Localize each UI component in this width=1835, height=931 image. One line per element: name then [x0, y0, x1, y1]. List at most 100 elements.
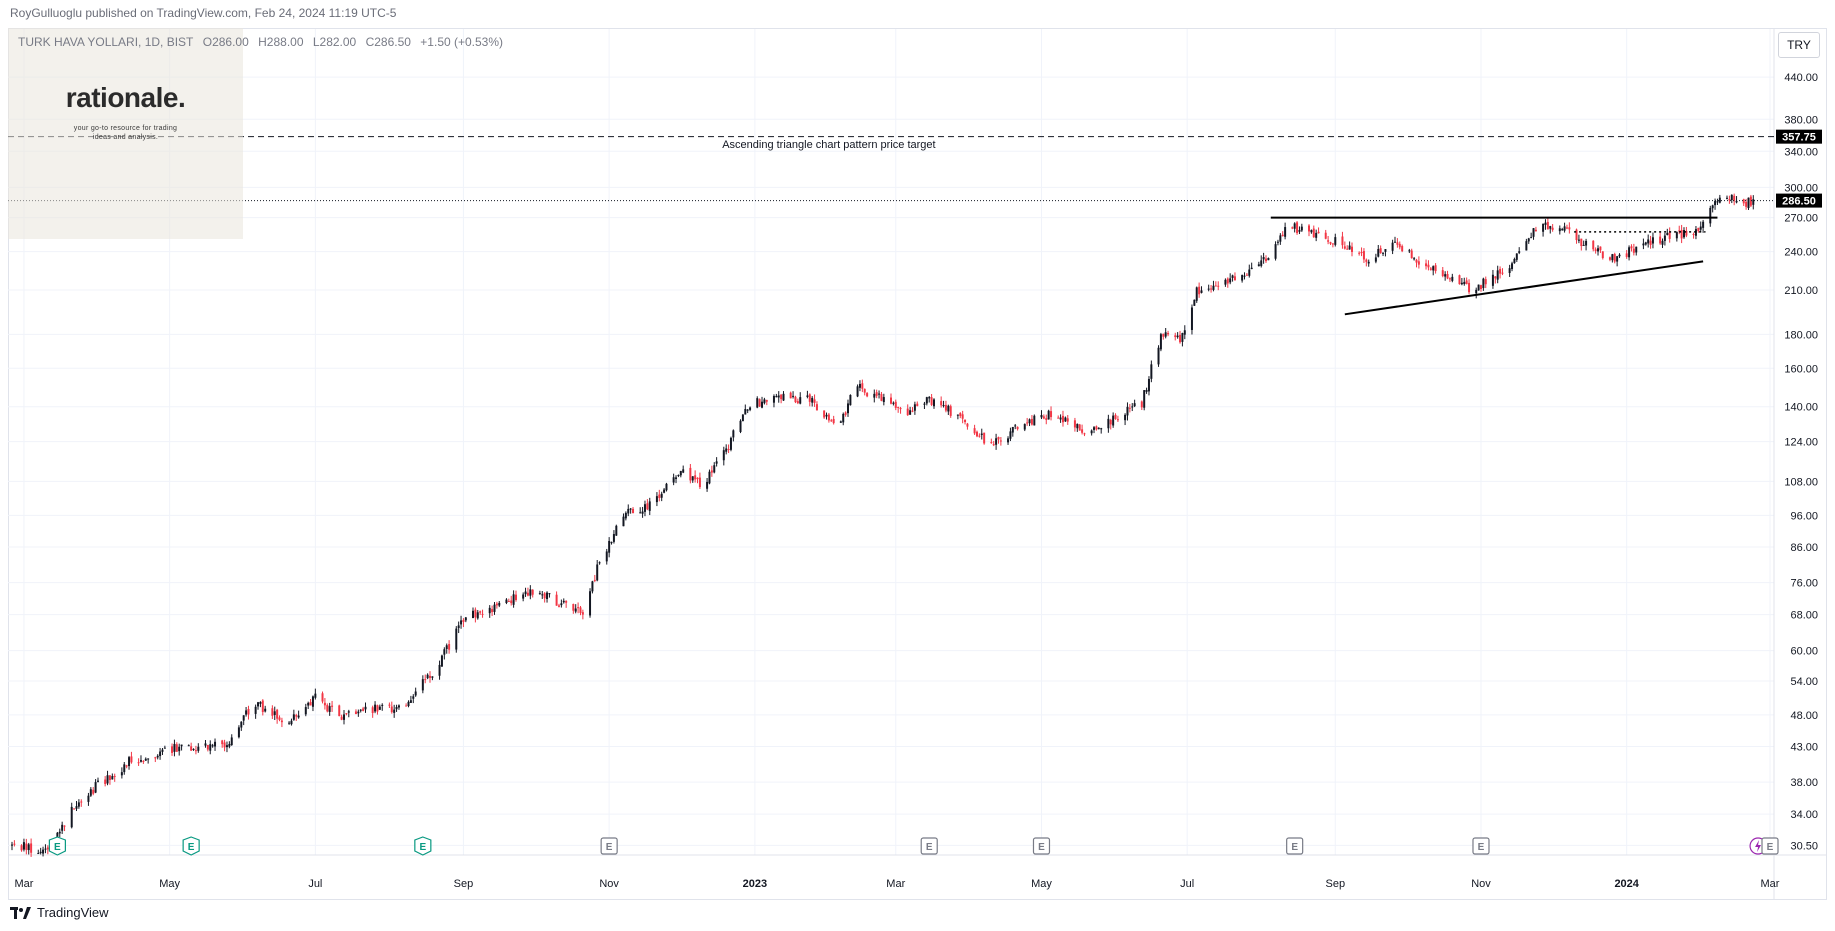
- candle: [1597, 245, 1600, 256]
- candle-body: [756, 398, 759, 408]
- candle: [715, 457, 718, 467]
- candle-body: [930, 397, 933, 405]
- candle-body: [894, 401, 897, 408]
- candle: [163, 745, 166, 749]
- candle-body: [209, 744, 212, 751]
- logo-wordmark: rationale.: [65, 82, 186, 113]
- candle: [1692, 232, 1695, 239]
- candle-body: [378, 706, 381, 710]
- candle: [543, 592, 546, 603]
- time-axis-tick-label: Jul: [308, 878, 322, 890]
- legend-high: H288.00: [258, 35, 304, 49]
- candle: [990, 438, 993, 444]
- candle: [421, 675, 424, 694]
- candle-body: [323, 702, 326, 706]
- candle-body: [120, 772, 123, 776]
- candle: [1040, 410, 1043, 420]
- candle-body: [321, 693, 324, 702]
- candle-body: [22, 842, 25, 850]
- candle-body: [204, 743, 207, 746]
- support-line: [1344, 260, 1704, 316]
- candle: [1513, 257, 1516, 264]
- candle-body: [1026, 422, 1029, 424]
- candle-body: [1248, 269, 1251, 276]
- candle-body: [314, 693, 317, 698]
- candle-body: [307, 702, 310, 706]
- candle-body: [1093, 427, 1096, 430]
- candle-body: [541, 594, 544, 596]
- candle: [1331, 243, 1334, 248]
- candle: [240, 721, 243, 731]
- earnings-icon-letter: E: [1767, 842, 1774, 853]
- candle: [290, 718, 293, 726]
- candle: [1391, 239, 1394, 255]
- candle: [343, 710, 346, 725]
- candle: [144, 757, 147, 761]
- candle-body: [1360, 252, 1363, 254]
- earnings-icon-letter: E: [420, 842, 427, 853]
- tradingview-brand[interactable]: TradingView: [10, 905, 109, 920]
- candle-body: [1007, 438, 1010, 443]
- candle: [1097, 427, 1100, 430]
- time-axis-tick-label: Sep: [454, 878, 474, 890]
- candle: [1601, 251, 1604, 260]
- candle-body: [1114, 414, 1117, 419]
- candle-body: [830, 420, 833, 422]
- time-axis-tick-label: 2023: [743, 878, 767, 890]
- candle-body: [1463, 281, 1466, 284]
- candle: [1745, 198, 1748, 210]
- candle-body: [1257, 264, 1260, 267]
- candle-body: [844, 412, 847, 415]
- candle-body: [106, 775, 109, 784]
- currency-button[interactable]: TRY: [1778, 32, 1820, 58]
- candle: [362, 706, 365, 712]
- candle-body: [206, 745, 209, 750]
- candle: [706, 477, 709, 492]
- candle: [393, 704, 396, 718]
- candle-body: [479, 611, 482, 613]
- candle: [245, 706, 248, 717]
- candle: [22, 838, 25, 852]
- candle: [598, 561, 601, 565]
- candle: [39, 847, 42, 855]
- candle: [1124, 413, 1127, 426]
- candle-body: [1133, 403, 1136, 407]
- candle: [897, 406, 900, 413]
- candle: [894, 399, 897, 411]
- earnings-icon-shape: [1032, 837, 1051, 855]
- candle-body: [63, 825, 66, 827]
- candle-body: [543, 593, 546, 599]
- candle-body: [1401, 246, 1404, 252]
- candle-body: [1200, 290, 1203, 293]
- candle-body: [593, 579, 596, 581]
- candle-body: [343, 714, 346, 720]
- candle-body: [1544, 222, 1547, 225]
- candle-body: [42, 849, 45, 854]
- time-axis-tick-label: Jul: [1180, 878, 1194, 890]
- candle: [1642, 238, 1645, 250]
- candle-body: [309, 701, 312, 706]
- candle-body: [273, 711, 276, 715]
- candle-body: [460, 620, 463, 625]
- candle: [1613, 252, 1616, 264]
- candle: [1508, 264, 1511, 277]
- candle: [111, 773, 114, 780]
- candle-body: [1635, 246, 1638, 253]
- candle-body: [1265, 258, 1268, 262]
- candle-body: [443, 649, 446, 655]
- candle-body: [761, 401, 764, 408]
- candle: [1494, 276, 1497, 284]
- candle: [1496, 265, 1499, 284]
- candle: [20, 844, 23, 852]
- candle: [37, 849, 40, 855]
- candle: [1334, 233, 1337, 247]
- candle: [471, 607, 474, 619]
- candle-body: [290, 720, 293, 725]
- candle-body: [163, 747, 166, 749]
- earnings-icon: E: [1761, 837, 1779, 855]
- candle: [1190, 304, 1193, 335]
- candle-body: [1066, 418, 1069, 422]
- candle-body: [1716, 201, 1719, 203]
- candle: [1226, 277, 1229, 288]
